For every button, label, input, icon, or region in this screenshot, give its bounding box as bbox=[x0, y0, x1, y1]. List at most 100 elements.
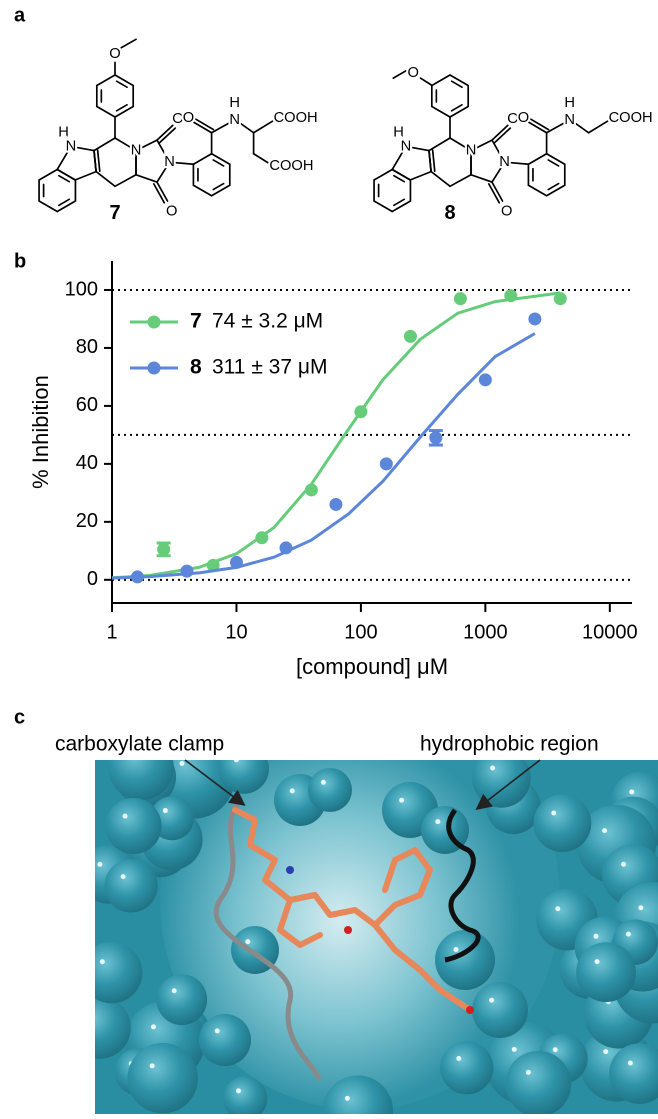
atom-label: H bbox=[393, 125, 404, 141]
surface-highlight bbox=[289, 788, 295, 794]
double-bond bbox=[212, 159, 225, 167]
surface-highlight bbox=[593, 933, 599, 939]
legend-label: 74 ± 3.2 μM bbox=[212, 310, 323, 333]
data-point bbox=[354, 405, 368, 419]
ring bbox=[38, 168, 77, 213]
atom-label: O bbox=[518, 110, 529, 126]
bond bbox=[96, 149, 101, 173]
ligand-atom bbox=[466, 1006, 474, 1014]
ligand-atom bbox=[286, 866, 294, 874]
bond bbox=[152, 183, 166, 204]
surface-atom bbox=[156, 974, 208, 1025]
atom-label: N bbox=[66, 138, 77, 154]
legend-name: 8 bbox=[190, 356, 202, 379]
bond bbox=[545, 121, 567, 134]
surface-highlight bbox=[149, 1063, 155, 1069]
surface-atom bbox=[105, 797, 162, 855]
data-point bbox=[379, 457, 393, 471]
surface-highlight bbox=[453, 947, 459, 952]
legend-name: 7 bbox=[190, 310, 202, 333]
surface-highlight bbox=[320, 779, 326, 785]
surface-atom bbox=[322, 1075, 394, 1114]
surface-highlight bbox=[245, 939, 251, 945]
data-point bbox=[255, 531, 269, 545]
atom-label: O bbox=[172, 111, 183, 127]
atom-label: COOH bbox=[274, 110, 318, 126]
surface-highlight bbox=[214, 1028, 220, 1034]
double-bond bbox=[393, 198, 406, 207]
double-bond bbox=[547, 182, 560, 191]
data-point bbox=[528, 312, 542, 326]
compound-label: 8 bbox=[444, 202, 455, 224]
double-bond bbox=[393, 174, 406, 183]
y-tick-label: 60 bbox=[76, 394, 98, 416]
atom-label: O bbox=[166, 203, 177, 219]
atom-label: N bbox=[564, 112, 575, 128]
surface-highlight bbox=[120, 874, 126, 880]
surface-highlight bbox=[162, 808, 168, 814]
surface-atom bbox=[472, 982, 528, 1038]
surface-atom bbox=[127, 1043, 198, 1114]
surface-highlight bbox=[602, 828, 608, 834]
surface-highlight bbox=[99, 959, 105, 965]
bond bbox=[419, 77, 433, 87]
bond bbox=[392, 69, 407, 79]
surface-highlight bbox=[603, 1049, 609, 1055]
ring bbox=[135, 138, 171, 184]
bond bbox=[192, 121, 213, 134]
double-bond bbox=[115, 80, 128, 89]
surface-atom bbox=[472, 760, 531, 808]
surface-atom bbox=[223, 1076, 268, 1114]
data-point bbox=[130, 570, 144, 584]
data-point bbox=[478, 373, 492, 387]
double-bond bbox=[115, 103, 128, 112]
data-point bbox=[157, 542, 171, 556]
atom-label: H bbox=[564, 95, 575, 111]
atom-label: O bbox=[408, 65, 419, 81]
bond bbox=[238, 121, 255, 134]
bond bbox=[529, 118, 550, 131]
surface-highlight bbox=[179, 760, 185, 766]
x-axis-label: [compound] μM bbox=[296, 654, 448, 679]
data-point bbox=[429, 431, 443, 445]
bond bbox=[431, 149, 436, 173]
bond bbox=[527, 121, 548, 134]
surface-atom bbox=[95, 996, 131, 1059]
y-tick-label: 0 bbox=[87, 568, 98, 590]
panel-label: c bbox=[14, 706, 25, 728]
x-tick-label: 10 bbox=[225, 621, 247, 643]
surface-highlight bbox=[552, 1047, 558, 1053]
double-bond bbox=[58, 198, 71, 207]
double-bond bbox=[212, 182, 225, 191]
x-tick-label: 1000 bbox=[463, 621, 508, 643]
double-bond bbox=[58, 174, 71, 183]
surface-highlight bbox=[456, 1056, 462, 1062]
double-bond bbox=[450, 80, 463, 89]
bond bbox=[156, 124, 174, 141]
y-axis-label: % Inhibition bbox=[28, 375, 53, 489]
surface-highlight bbox=[171, 988, 177, 994]
ring bbox=[56, 145, 97, 181]
atom-label: N bbox=[229, 112, 240, 128]
surface-highlight bbox=[97, 861, 103, 867]
bond bbox=[503, 161, 530, 166]
data-point bbox=[403, 329, 417, 343]
bond bbox=[210, 121, 232, 134]
annotation: carboxylate clamp bbox=[55, 733, 224, 756]
x-tick-label: 100 bbox=[344, 621, 377, 643]
bond bbox=[252, 152, 272, 166]
surface-highlight bbox=[551, 810, 557, 816]
double-bond bbox=[450, 103, 463, 112]
data-point bbox=[180, 564, 194, 578]
legend-marker bbox=[147, 361, 161, 375]
surface-highlight bbox=[627, 1060, 633, 1066]
ligand bbox=[232, 807, 473, 1013]
surface-highlight bbox=[490, 765, 496, 771]
surface-highlight bbox=[489, 997, 495, 1003]
bond bbox=[573, 121, 590, 134]
atom-label: COOH bbox=[609, 110, 653, 126]
atom-label: O bbox=[183, 110, 194, 126]
surface-highlight bbox=[122, 813, 128, 819]
